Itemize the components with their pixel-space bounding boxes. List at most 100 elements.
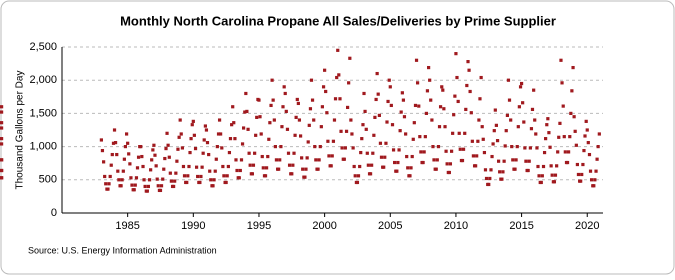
point [235, 168, 239, 173]
point [264, 166, 269, 170]
point [290, 172, 294, 176]
point [120, 178, 124, 182]
point [177, 135, 181, 139]
point [323, 68, 327, 72]
point [282, 85, 286, 89]
point [198, 180, 202, 185]
point [547, 131, 551, 135]
point [179, 132, 183, 136]
point [128, 162, 132, 166]
point [186, 174, 190, 178]
point [0, 126, 4, 130]
point [405, 154, 409, 159]
point [342, 157, 346, 161]
point [417, 104, 421, 108]
point [414, 58, 419, 62]
point [399, 110, 403, 114]
point [536, 164, 540, 169]
x-tick-label: 1990 [181, 220, 205, 232]
point [382, 165, 386, 169]
point [458, 147, 462, 151]
point [490, 154, 494, 159]
point [0, 137, 4, 141]
point [204, 128, 209, 132]
point [561, 104, 565, 108]
point [549, 164, 553, 168]
point [226, 164, 230, 169]
point [568, 135, 572, 139]
point [221, 164, 225, 169]
point [164, 146, 168, 151]
point [465, 83, 469, 88]
point [469, 111, 473, 115]
point [580, 172, 584, 177]
point [566, 150, 571, 154]
point [259, 132, 263, 136]
point [149, 168, 153, 172]
point [215, 145, 219, 149]
point [286, 151, 291, 155]
point [559, 58, 563, 62]
point [100, 148, 105, 153]
point [295, 97, 299, 102]
point [404, 132, 408, 136]
point [313, 145, 317, 149]
point [497, 159, 501, 163]
point [340, 146, 344, 150]
point [112, 128, 117, 132]
point [359, 150, 363, 155]
point [429, 98, 433, 102]
point [373, 115, 377, 119]
point [191, 119, 195, 123]
point [500, 177, 504, 181]
point [542, 150, 547, 155]
point [257, 98, 261, 102]
point [277, 167, 281, 171]
point [233, 137, 237, 141]
point [514, 158, 518, 162]
point [456, 99, 460, 104]
point [362, 91, 366, 96]
point [167, 155, 171, 159]
point [318, 145, 322, 149]
point [455, 75, 459, 80]
point [422, 150, 426, 154]
point [185, 180, 189, 185]
point [544, 137, 548, 141]
point [281, 105, 285, 109]
point [483, 168, 488, 172]
point [378, 141, 383, 145]
point [408, 174, 412, 178]
point [552, 180, 557, 184]
point [168, 171, 172, 175]
point [154, 164, 158, 168]
point [333, 97, 338, 101]
point [398, 129, 402, 133]
point [435, 158, 439, 162]
point [339, 129, 343, 133]
point [347, 81, 351, 85]
point [202, 138, 206, 142]
point [376, 92, 380, 96]
y-tick-label: 2,000 [29, 74, 57, 86]
point [576, 172, 581, 177]
point [150, 158, 154, 162]
point [158, 188, 163, 193]
point [585, 128, 589, 132]
point [268, 121, 272, 125]
point [201, 151, 205, 155]
point [292, 151, 296, 155]
point [556, 150, 560, 154]
point [467, 68, 471, 72]
point [205, 141, 210, 145]
point [506, 78, 511, 82]
point [260, 154, 264, 159]
point [329, 164, 333, 168]
point [419, 150, 423, 154]
point [143, 184, 147, 189]
point [123, 145, 128, 149]
point [336, 48, 340, 52]
point [397, 148, 401, 152]
point [212, 178, 216, 182]
x-tick-label: 2015 [509, 220, 533, 232]
